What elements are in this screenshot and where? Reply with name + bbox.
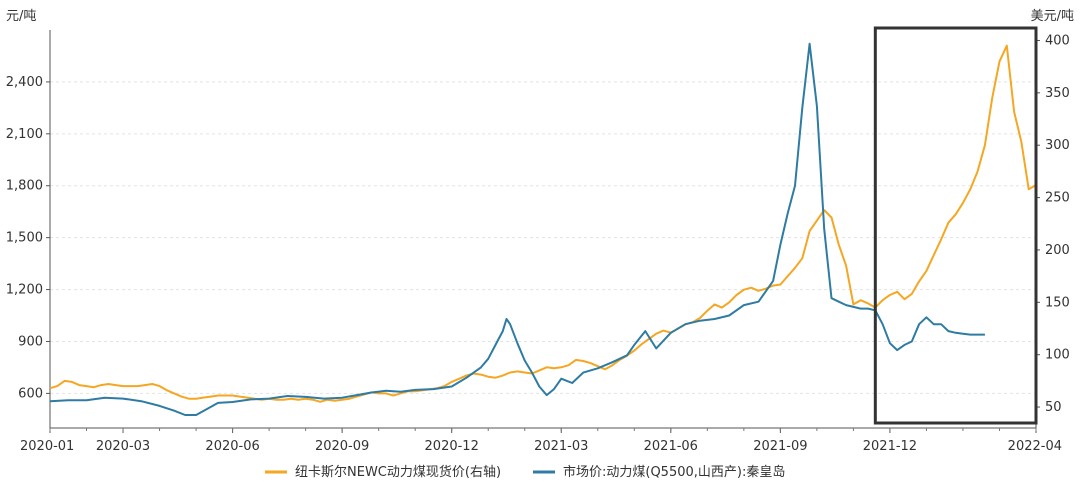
- left-tick-label: 900: [18, 334, 43, 349]
- legend-label-1: 纽卡斯尔NEWC动力煤现货价(右轴): [295, 464, 501, 480]
- right-tick-label: 150: [1045, 295, 1070, 310]
- x-tick-label: 2020-06: [205, 439, 259, 454]
- left-tick-label: 1,200: [6, 283, 43, 298]
- right-tick-label: 350: [1045, 86, 1070, 101]
- x-tick-label: 2020-12: [425, 439, 479, 454]
- x-tick-label: 2021-12: [863, 439, 917, 454]
- left-tick-label: 600: [18, 386, 43, 401]
- x-tick-label: 2022-04: [1008, 439, 1062, 454]
- x-tick-label: 2021-03: [534, 439, 588, 454]
- series-line-2: [49, 42, 985, 416]
- x-tick-label: 2020-03: [96, 439, 150, 454]
- left-tick-label: 1,500: [6, 231, 43, 246]
- x-tick-label: 2020-01: [20, 439, 74, 454]
- series-line-1: [49, 44, 1037, 403]
- left-axis-unit: 元/吨: [6, 9, 36, 24]
- right-tick-label: 400: [1045, 33, 1070, 48]
- left-tick-label: 2,100: [6, 127, 43, 142]
- right-tick-label: 50: [1045, 400, 1062, 415]
- x-tick-label: 2020-09: [315, 439, 369, 454]
- x-tick-label: 2021-09: [753, 439, 807, 454]
- x-tick-label: 2021-06: [644, 439, 698, 454]
- legend-label-2: 市场价:动力煤(Q5500,山西产):秦皇岛: [563, 464, 785, 480]
- x-tick-labels: 2020-01 2020-03 2020-06 2020-09 2020-12 2021-…: [20, 428, 1062, 454]
- series-lines: [49, 42, 1037, 416]
- left-tick-label: 2,400: [6, 75, 43, 90]
- left-tick-labels: 600 900 1,200 1,500 1,800 2,100 2,400: [6, 75, 50, 401]
- legend: 纽卡斯尔NEWC动力煤现货价(右轴) 市场价:动力煤(Q5500,山西产):秦皇岛: [265, 464, 785, 480]
- highlight-box: [873, 26, 1038, 425]
- gridlines: [50, 81, 1036, 394]
- right-tick-label: 100: [1045, 348, 1070, 363]
- right-tick-label: 200: [1045, 243, 1070, 258]
- right-tick-label: 300: [1045, 138, 1070, 153]
- right-tick-labels: 50 100 150 200 250 300 350 400: [1036, 33, 1070, 415]
- left-tick-label: 1,800: [6, 179, 43, 194]
- right-axis-unit: 美元/吨: [1031, 9, 1074, 24]
- right-tick-label: 250: [1045, 191, 1070, 206]
